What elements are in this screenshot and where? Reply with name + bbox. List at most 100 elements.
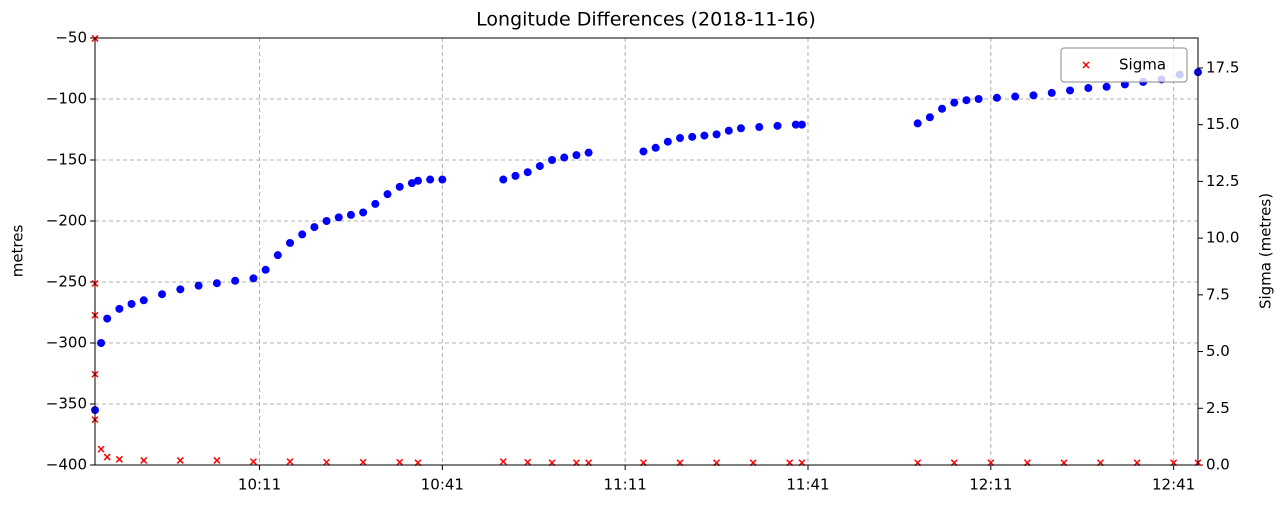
data-point <box>231 276 240 285</box>
data-point <box>925 113 934 122</box>
data-point <box>395 182 404 191</box>
data-point <box>791 120 800 129</box>
data-point <box>322 217 331 225</box>
data-point <box>127 299 136 308</box>
data-point <box>115 304 124 313</box>
sigma-point <box>103 453 111 461</box>
data-point <box>1084 84 1093 93</box>
sigma-point <box>323 458 331 466</box>
data-point <box>676 134 685 143</box>
data-point <box>548 156 557 164</box>
x-tick-label: 10:41 <box>421 476 464 494</box>
data-point <box>1047 88 1056 97</box>
data-point <box>560 153 569 162</box>
y2-tick-label: 5.0 <box>1206 342 1230 360</box>
data-point <box>712 130 721 139</box>
data-point <box>286 238 295 247</box>
y2-tick-label: 7.5 <box>1206 285 1230 303</box>
data-point <box>992 93 1001 102</box>
data-point <box>651 143 660 152</box>
y2-tick-label: 0.0 <box>1206 456 1230 474</box>
legend-marker <box>1082 61 1090 69</box>
data-point <box>97 339 106 347</box>
data-point <box>310 223 319 232</box>
y-axis-label: metres <box>9 225 27 278</box>
data-point <box>663 137 672 146</box>
x-tick-label: 12:41 <box>1152 476 1195 494</box>
x-tick-label: 12:11 <box>969 476 1012 494</box>
sigma-point <box>176 456 184 464</box>
data-point <box>736 124 745 133</box>
y-tick-label: −300 <box>46 334 87 352</box>
data-point <box>194 281 203 290</box>
data-point <box>913 119 922 128</box>
data-point <box>212 279 221 288</box>
data-point <box>438 175 447 184</box>
y2-tick-label: 17.5 <box>1206 58 1239 76</box>
legend-label: Sigma <box>1119 56 1166 74</box>
y2-axis-label: Sigma (metres) <box>1257 193 1275 309</box>
data-point <box>639 147 648 156</box>
x-tick-label: 11:41 <box>786 476 829 494</box>
data-point <box>176 285 185 294</box>
x-tick-label: 11:11 <box>604 476 647 494</box>
data-point <box>938 104 947 113</box>
data-point <box>1011 92 1020 101</box>
data-point <box>273 251 282 260</box>
data-point <box>334 213 343 222</box>
sigma-point <box>286 458 294 466</box>
data-point <box>298 230 307 239</box>
y-tick-label: −50 <box>55 29 87 47</box>
sigma-point <box>499 458 507 466</box>
legend-box <box>1060 47 1188 83</box>
data-point <box>511 171 520 180</box>
sigma-point <box>524 458 532 466</box>
data-point <box>724 126 733 135</box>
data-point <box>1066 86 1075 95</box>
sigma-point <box>97 445 105 453</box>
sigma-point <box>249 458 257 466</box>
sigma-point <box>359 458 367 466</box>
data-point <box>426 175 435 184</box>
plot-frame <box>94 37 1199 466</box>
data-point <box>755 123 764 132</box>
data-point <box>688 132 697 141</box>
data-point <box>383 190 392 199</box>
data-point <box>1102 82 1111 91</box>
y-tick-label: −200 <box>46 212 87 230</box>
data-point <box>371 199 380 208</box>
data-point <box>139 296 148 305</box>
data-point <box>1029 91 1038 100</box>
y2-tick-label: 10.0 <box>1206 229 1239 247</box>
data-point <box>962 96 971 105</box>
data-point <box>974 95 983 103</box>
data-point <box>523 168 532 177</box>
data-point <box>249 274 258 283</box>
data-point <box>158 290 167 299</box>
sigma-point <box>396 458 404 466</box>
y-tick-label: −250 <box>46 273 87 291</box>
y-tick-label: −350 <box>46 395 87 413</box>
y-tick-label: −150 <box>46 151 87 169</box>
y2-tick-label: 15.0 <box>1206 115 1239 133</box>
data-point <box>700 131 709 140</box>
data-point <box>773 121 782 130</box>
data-point <box>407 179 416 188</box>
sigma-point <box>140 456 148 464</box>
data-point <box>535 162 544 171</box>
sigma-point <box>213 456 221 464</box>
data-point <box>359 208 368 217</box>
y2-tick-label: 2.5 <box>1206 399 1230 417</box>
chart-title: Longitude Differences (2018-11-16) <box>476 9 816 31</box>
data-point <box>103 314 112 323</box>
y2-tick-label: 12.5 <box>1206 172 1239 190</box>
data-point <box>413 176 422 185</box>
sigma-point <box>115 455 123 463</box>
data-point <box>346 210 355 219</box>
y-tick-label: −400 <box>46 456 87 474</box>
data-point <box>797 120 806 129</box>
data-point <box>499 175 508 184</box>
data-point <box>261 265 270 274</box>
y-tick-label: −100 <box>46 90 87 108</box>
